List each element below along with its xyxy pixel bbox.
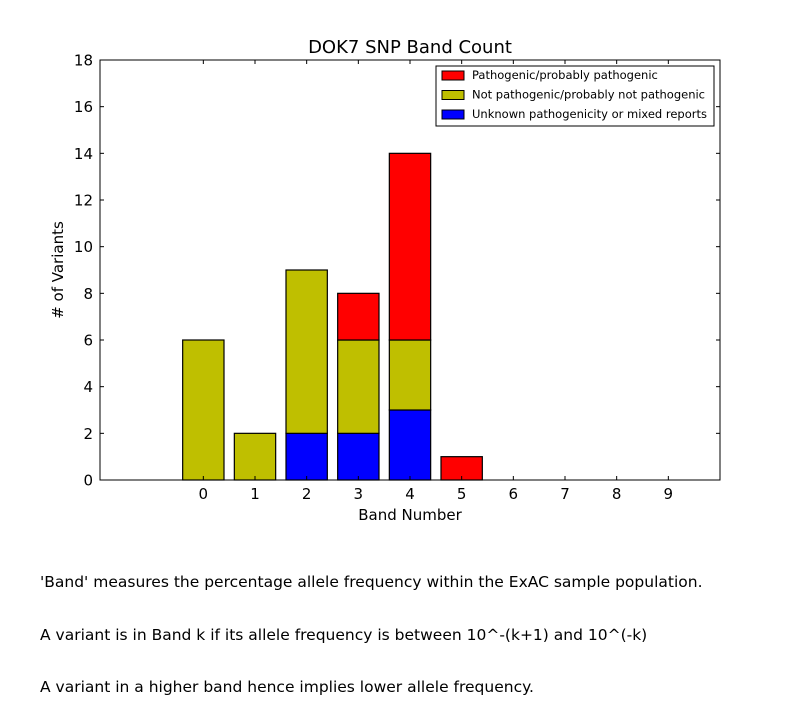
bar-band-3-series-1 — [337, 339, 380, 434]
bar-band-4-series-1 — [388, 339, 432, 411]
x-tick-label: 9 — [664, 485, 674, 503]
y-tick-label: 10 — [74, 238, 93, 256]
y-tick-label: 4 — [83, 378, 93, 396]
y-axis-label: # of Variants — [49, 221, 67, 319]
y-tick-label: 12 — [74, 192, 93, 210]
caption-line-3: A variant in a higher band hence implies… — [40, 678, 534, 696]
y-tick-label: 8 — [83, 285, 93, 303]
bar-band-3-series-2 — [337, 292, 380, 341]
caption-line-1: 'Band' measures the percentage allele fr… — [40, 573, 703, 591]
x-tick-label: 4 — [405, 485, 415, 503]
y-tick-label: 16 — [74, 98, 93, 116]
legend-swatch — [441, 109, 465, 120]
legend: Pathogenic/probably pathogenic Not pathog… — [435, 65, 715, 127]
bar-band-4-series-2 — [388, 152, 432, 341]
caption-line-2: A variant is in Band k if its allele fre… — [40, 625, 648, 644]
bar-band-2-series-1 — [285, 269, 328, 434]
legend-label: Unknown pathogenicity or mixed reports — [472, 107, 707, 121]
legend-label: Pathogenic/probably pathogenic — [472, 68, 658, 82]
x-tick-label: 3 — [354, 485, 364, 503]
bar-band-3-series-0 — [337, 432, 380, 481]
chart: DOK7 SNP Band Count 0 1 2 3 4 5 6 7 8 90246810121… — [49, 37, 721, 524]
x-tick-label: 2 — [302, 485, 312, 503]
bar-band-0-series-1 — [182, 339, 225, 481]
x-tick-label: 6 — [509, 485, 519, 503]
y-tick-label: 14 — [74, 145, 93, 163]
x-tick-label: 8 — [612, 485, 622, 503]
bars-layer — [182, 152, 483, 481]
bar-band-2-series-0 — [285, 432, 328, 481]
caption: 'Band' measures the percentage allele fr… — [40, 539, 703, 714]
x-tick-label: 5 — [457, 485, 467, 503]
bar-band-4-series-0 — [388, 409, 432, 481]
y-tick-label: 6 — [83, 332, 93, 350]
x-tick-label: 0 — [199, 485, 209, 503]
legend-swatch — [441, 70, 465, 81]
legend-swatch — [441, 90, 465, 100]
y-tick-label: 2 — [83, 425, 93, 443]
chart-title: DOK7 SNP Band Count — [308, 37, 512, 58]
x-axis-label: Band Number — [358, 506, 462, 524]
x-tick-label: 1 — [250, 485, 260, 503]
bar-band-1-series-1 — [233, 432, 277, 481]
y-tick-label: 0 — [83, 472, 93, 490]
legend-box — [435, 65, 715, 127]
x-tick-label: 7 — [560, 485, 570, 503]
y-tick-label: 18 — [74, 52, 93, 70]
legend-label: Not pathogenic/probably not pathogenic — [472, 88, 705, 102]
